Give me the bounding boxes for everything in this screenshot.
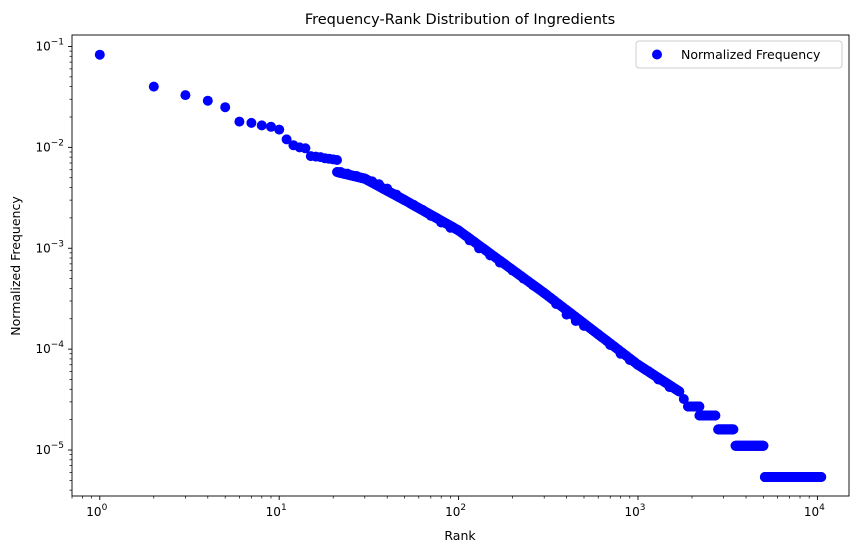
data-point bbox=[728, 424, 739, 435]
data-point bbox=[281, 134, 292, 145]
plot-area bbox=[71, 34, 850, 497]
data-point bbox=[94, 49, 105, 60]
data-point bbox=[678, 394, 689, 404]
data-point bbox=[694, 401, 705, 412]
chart-title: Frequency-Rank Distribution of Ingredien… bbox=[305, 12, 615, 28]
data-point bbox=[234, 116, 245, 127]
data-point bbox=[220, 102, 231, 113]
axes-frame bbox=[71, 34, 850, 497]
data-point bbox=[710, 410, 721, 421]
data-point bbox=[816, 472, 827, 482]
legend: Normalized Frequency bbox=[635, 40, 843, 69]
data-point bbox=[180, 90, 191, 101]
data-point bbox=[274, 124, 285, 135]
scatter-series bbox=[94, 49, 827, 482]
data-point bbox=[246, 117, 257, 128]
data-point bbox=[202, 95, 213, 106]
data-point bbox=[332, 155, 342, 165]
data-point bbox=[758, 440, 769, 451]
y-axis-label: Normalized Frequency bbox=[8, 196, 23, 336]
data-point bbox=[266, 121, 276, 132]
legend-box bbox=[635, 40, 843, 69]
data-point bbox=[148, 81, 159, 92]
legend-label: Normalized Frequency bbox=[681, 47, 821, 62]
legend-marker bbox=[652, 49, 662, 60]
data-point bbox=[300, 143, 311, 154]
data-point bbox=[674, 386, 685, 397]
x-axis-label: Rank bbox=[444, 528, 476, 543]
data-point bbox=[256, 120, 267, 131]
